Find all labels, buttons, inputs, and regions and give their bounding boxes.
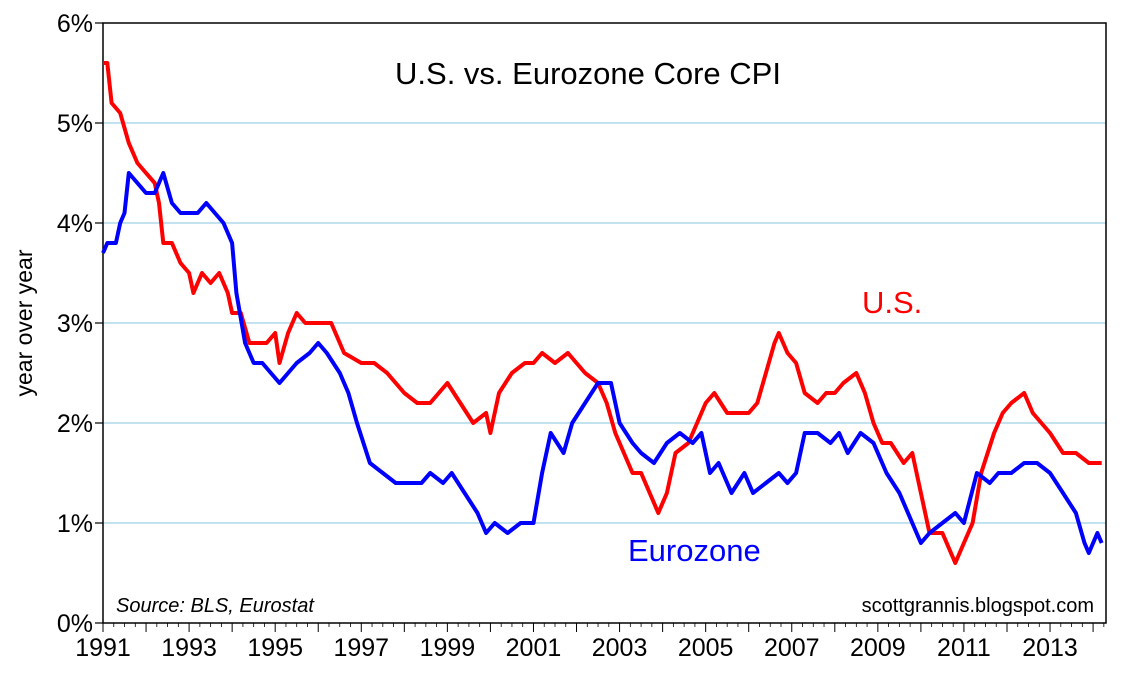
y-tick-label: 5% bbox=[57, 110, 93, 138]
series-label-us: U.S. bbox=[862, 285, 922, 320]
y-tick-label: 2% bbox=[57, 410, 93, 438]
series-line-eurozone bbox=[101, 171, 1104, 555]
x-tick-label: 1993 bbox=[161, 634, 217, 662]
y-axis-label: year over year bbox=[11, 249, 37, 396]
x-tick-label: 1995 bbox=[247, 634, 303, 662]
x-tick-label: 1999 bbox=[420, 634, 476, 662]
x-tick-label: 2005 bbox=[678, 634, 734, 662]
x-tick-label: 2013 bbox=[1022, 634, 1078, 662]
series-line-us bbox=[103, 61, 1102, 565]
x-tick-label: 2007 bbox=[764, 634, 820, 662]
x-tick-label: 2001 bbox=[506, 634, 562, 662]
y-tick-label: 3% bbox=[57, 310, 93, 338]
series-label-eurozone: Eurozone bbox=[628, 533, 761, 568]
x-tick-label: 1997 bbox=[333, 634, 389, 662]
y-axis: 0% 1% 2% 3% 4% 5% 6% bbox=[57, 10, 103, 638]
x-tick-label: 1991 bbox=[75, 634, 131, 662]
y-tick-label: 6% bbox=[57, 10, 93, 38]
y-tick-label: 1% bbox=[57, 510, 93, 538]
x-axis: 1991 1993 1995 1997 1999 2001 2003 2005 2007 2009… bbox=[75, 623, 1105, 662]
x-tick-label: 2009 bbox=[850, 634, 906, 662]
credit-note: scottgrannis.blogspot.com bbox=[862, 595, 1094, 617]
series-layer bbox=[101, 61, 1104, 565]
y-tick-label: 4% bbox=[57, 210, 93, 238]
source-note: Source: BLS, Eurostat bbox=[116, 595, 315, 617]
x-tick-label: 2003 bbox=[592, 634, 648, 662]
y-tick-label: 0% bbox=[57, 610, 93, 638]
x-tick-label: 2011 bbox=[937, 634, 991, 662]
chart-title: U.S. vs. Eurozone Core CPI bbox=[395, 56, 781, 91]
grid-lines bbox=[103, 122, 1106, 524]
